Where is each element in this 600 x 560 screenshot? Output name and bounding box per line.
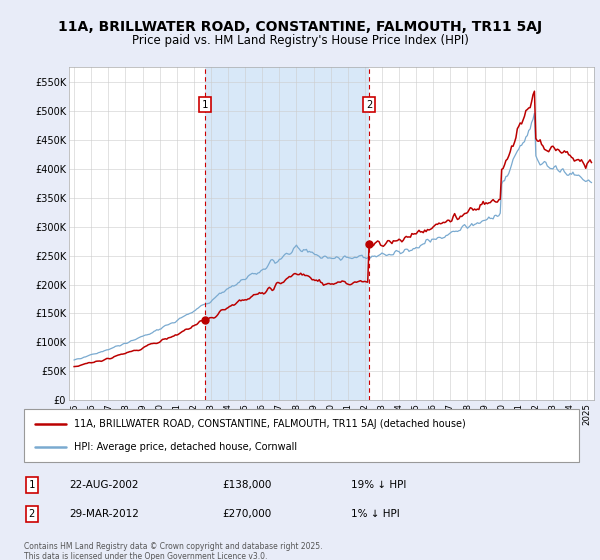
Text: HPI: Average price, detached house, Cornwall: HPI: Average price, detached house, Corn… — [74, 442, 297, 452]
Text: 22-AUG-2002: 22-AUG-2002 — [69, 480, 139, 490]
FancyBboxPatch shape — [25, 477, 37, 493]
Text: 2: 2 — [28, 509, 35, 519]
FancyBboxPatch shape — [24, 409, 579, 462]
Text: Price paid vs. HM Land Registry's House Price Index (HPI): Price paid vs. HM Land Registry's House … — [131, 34, 469, 46]
Text: £138,000: £138,000 — [222, 480, 271, 490]
Text: £270,000: £270,000 — [222, 509, 271, 519]
Text: Contains HM Land Registry data © Crown copyright and database right 2025.
This d: Contains HM Land Registry data © Crown c… — [24, 542, 323, 560]
Bar — [205, 67, 369, 400]
Text: 1: 1 — [202, 100, 208, 110]
Text: 1% ↓ HPI: 1% ↓ HPI — [351, 509, 400, 519]
Text: 2: 2 — [366, 100, 372, 110]
Text: 1: 1 — [28, 480, 35, 490]
FancyBboxPatch shape — [25, 506, 37, 522]
Text: 19% ↓ HPI: 19% ↓ HPI — [351, 480, 406, 490]
Text: 29-MAR-2012: 29-MAR-2012 — [69, 509, 139, 519]
Text: 11A, BRILLWATER ROAD, CONSTANTINE, FALMOUTH, TR11 5AJ: 11A, BRILLWATER ROAD, CONSTANTINE, FALMO… — [58, 20, 542, 34]
Text: 11A, BRILLWATER ROAD, CONSTANTINE, FALMOUTH, TR11 5AJ (detached house): 11A, BRILLWATER ROAD, CONSTANTINE, FALMO… — [74, 419, 466, 429]
